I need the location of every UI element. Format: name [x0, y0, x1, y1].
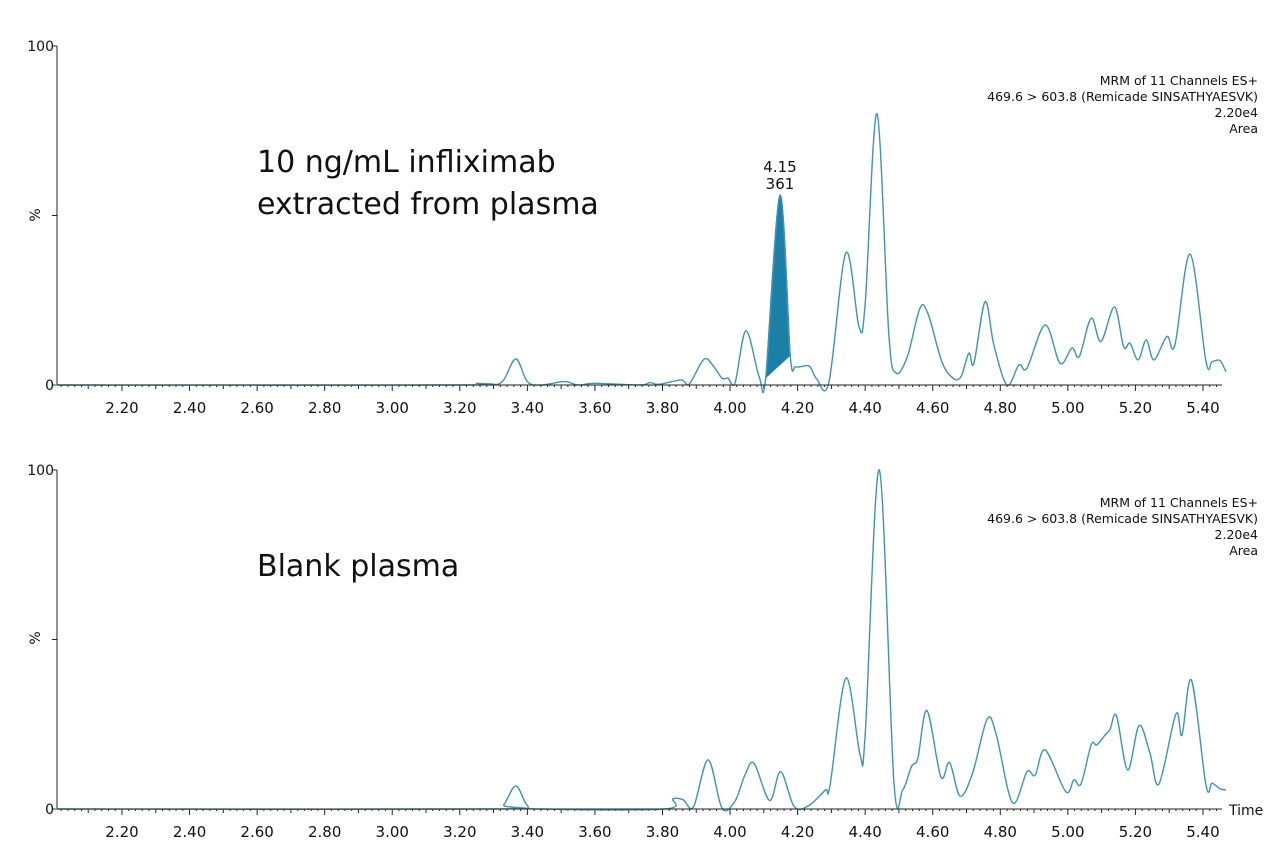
chromatogram-trace: [54, 469, 1227, 812]
x-tick-label: 2.60: [240, 823, 273, 841]
x-tick-label: 2.60: [240, 399, 273, 417]
x-tick-label: 2.40: [173, 399, 206, 417]
peak-rt-label: 4.15: [763, 158, 796, 176]
y-axis-label: %: [28, 631, 44, 644]
x-tick-label: 4.00: [713, 399, 746, 417]
x-tick-label: 3.60: [578, 399, 611, 417]
x-tick-label: 4.40: [848, 399, 881, 417]
sample-annotation-line-2: extracted from plasma: [257, 187, 599, 222]
bottom-chromatogram-panel: Blank plasma MRM of 11 Channels ES+ 469.…: [27, 463, 1263, 841]
x-tick-label: 5.20: [1119, 823, 1152, 841]
channel-info-line-2: 469.6 > 603.8 (Remicade SINSATHYAESVK): [987, 89, 1258, 104]
y-tick-label-0: 0: [45, 802, 54, 818]
y-axis-label: %: [28, 208, 44, 221]
x-tick-label: 4.20: [781, 399, 814, 417]
x-tick-label: 3.60: [578, 823, 611, 841]
x-tick-label: 2.80: [308, 399, 341, 417]
x-tick-label: 4.80: [984, 399, 1017, 417]
x-tick-label: 4.00: [713, 823, 746, 841]
y-tick-label-0: 0: [45, 378, 54, 394]
x-tick-label: 3.40: [511, 399, 544, 417]
channel-info-line-1: MRM of 11 Channels ES+: [1100, 495, 1258, 510]
channel-info-line-3: 2.20e4: [1215, 527, 1259, 542]
y-tick-label-100: 100: [27, 39, 54, 55]
x-tick-label: 3.80: [646, 399, 679, 417]
x-tick-label: 4.20: [781, 823, 814, 841]
x-tick-label: 4.40: [848, 823, 881, 841]
x-tick-label: 4.60: [916, 823, 949, 841]
x-tick-label: 4.60: [916, 399, 949, 417]
channel-info-line-2: 469.6 > 603.8 (Remicade SINSATHYAESVK): [987, 511, 1258, 526]
x-tick-label: 2.80: [308, 823, 341, 841]
x-tick-label: 3.00: [376, 399, 409, 417]
x-tick-label: 4.80: [984, 823, 1017, 841]
x-tick-label: 3.40: [511, 823, 544, 841]
channel-info-line-4: Area: [1229, 121, 1258, 136]
sample-annotation-line-1: 10 ng/mL infliximab: [257, 145, 556, 180]
x-tick-label: 5.40: [1186, 823, 1219, 841]
y-tick-label-100: 100: [27, 463, 54, 479]
channel-info-line-4: Area: [1229, 543, 1258, 558]
x-tick-label: 5.00: [1051, 823, 1084, 841]
x-tick-label: 3.80: [646, 823, 679, 841]
chromatogram-trace: [54, 113, 1227, 394]
x-tick-label: 5.40: [1186, 399, 1219, 417]
x-tick-label: 2.20: [105, 399, 138, 417]
x-tick-label: 3.00: [376, 823, 409, 841]
peak-area-label: 361: [766, 175, 795, 193]
top-chromatogram-panel: 10 ng/mL infliximab extracted from plasm…: [27, 39, 1258, 417]
sample-annotation-line-1: Blank plasma: [257, 549, 459, 584]
x-tick-label: 3.20: [443, 823, 476, 841]
x-tick-label: 5.20: [1119, 399, 1152, 417]
x-tick-label: 2.20: [105, 823, 138, 841]
x-tick-label: 5.00: [1051, 399, 1084, 417]
x-axis-label: Time: [1228, 803, 1263, 819]
x-tick-label: 2.40: [173, 823, 206, 841]
channel-info-line-1: MRM of 11 Channels ES+: [1100, 73, 1258, 88]
channel-info-line-3: 2.20e4: [1215, 105, 1259, 120]
x-tick-label: 3.20: [443, 399, 476, 417]
